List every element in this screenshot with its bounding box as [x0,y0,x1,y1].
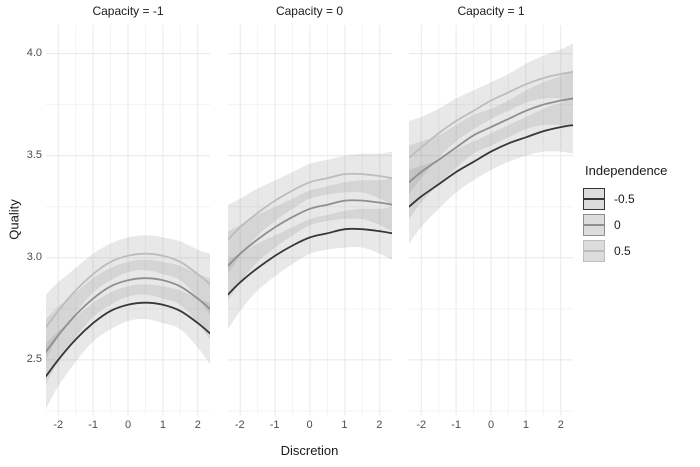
legend: Independence -0.5 0 0.5 [583,163,698,265]
confidence-band [227,151,392,275]
x-tick-label: 2 [376,419,383,431]
trend-line [409,97,573,184]
x-tick-label: 1 [522,419,529,431]
y-tick-label: 2.5 [26,352,42,365]
y-tick-label: 3.0 [26,250,42,263]
gridlines [409,25,573,415]
x-tick-label: -2 [53,419,64,431]
legend-entry: -0.5 [583,187,698,211]
x-tick-label: -2 [416,419,427,431]
confidence-band [227,206,392,330]
x-tick-label: -1 [88,419,98,431]
confidence-band [409,69,573,220]
x-tick-label: 0 [124,419,132,431]
legend-key-line [584,198,604,200]
confidence-band [227,178,392,301]
confidence-band [46,284,210,409]
facet-strip-label: Capacity = -1 [92,4,164,18]
legend-key-line [584,224,604,226]
x-tick-label: 2 [194,419,201,431]
facet-strip-label: Capacity = 1 [457,4,525,18]
x-tick-label: 2 [557,419,564,431]
legend-key-swatch [583,214,605,236]
gridlines [227,25,392,415]
legend-key-list: -0.5 0 0.5 [583,187,698,263]
legend-entry-label: -0.5 [614,192,635,206]
trend-line [227,227,392,296]
trend-line [227,199,392,267]
x-tick-label: -1 [451,419,461,431]
x-tick-label: 1 [159,419,166,431]
y-tick-label: 3.5 [26,148,42,161]
facet-panel [227,25,392,415]
legend-key-line [584,250,604,252]
legend-key-swatch [583,240,605,262]
trend-line [46,301,210,378]
gridlines [46,25,210,415]
legend-entry: 0 [583,213,698,237]
x-tick-label: 1 [341,419,348,431]
confidence-band [409,96,573,244]
x-tick-label: 0 [487,419,495,431]
legend-entry-label: 0.5 [614,244,631,258]
x-tick-label: 0 [306,419,313,431]
legend-entry-label: 0 [614,218,621,232]
legend-key-swatch [583,188,605,210]
legend-entry: 0.5 [583,239,698,263]
trend-line [46,252,210,329]
confidence-band [46,259,210,385]
facet-strip-label: Capacity = 0 [275,4,344,18]
facet-panel [409,25,573,415]
y-tick-label: 4.0 [26,46,42,59]
x-tick-label: -1 [269,419,280,431]
x-tick-label: -2 [234,419,245,431]
confidence-band [46,235,210,360]
facet-panel [46,25,210,415]
legend-title: Independence [585,163,668,178]
trend-line [409,124,573,208]
x-axis-title: Discretion [280,443,339,458]
trend-line [409,71,573,159]
trend-line [227,172,392,241]
trend-line [46,277,210,353]
